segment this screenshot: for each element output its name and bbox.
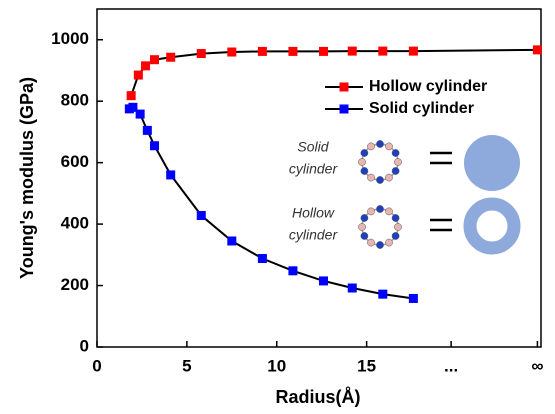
marker [128,102,138,112]
marker [347,283,357,293]
legend-marker [339,82,349,92]
marker [288,266,298,276]
marker [288,46,298,56]
marker [378,289,388,299]
marker [135,109,145,119]
marker [347,46,357,56]
annotation: Solid [297,139,329,155]
marker [126,91,136,101]
atom [391,167,400,175]
atom [385,238,393,247]
atom [391,214,400,222]
x-tick-label: ∞ [531,356,543,375]
atom [358,158,366,166]
x-tick-label: 0 [92,356,101,375]
marker [532,45,542,55]
atom [367,142,375,151]
marker [196,49,206,59]
atom [391,232,400,240]
x-tick-label: 5 [182,356,191,375]
atom [367,207,375,216]
atom [385,173,393,182]
atom [394,223,402,231]
marker [150,55,160,65]
y-axis-label: Young's modulus (GPa) [17,77,37,279]
legend-marker [339,104,349,114]
marker [141,61,151,71]
legend-label: Solid cylinder [369,100,474,117]
x-tick-label: ... [444,356,458,375]
marker [150,141,160,151]
marker [257,254,267,264]
atom [391,149,400,157]
y-tick-label: 200 [61,275,89,294]
y-tick-label: 600 [61,152,89,171]
legend-label: Hollow cylinder [369,78,487,95]
solid-ring [358,140,402,184]
marker [227,47,237,57]
x-axis-label: Radius(Å) [276,387,361,407]
atom [376,241,384,249]
inset-graphics [358,135,521,255]
atom [360,149,369,157]
atom [358,223,366,231]
marker [166,52,176,62]
atom [394,158,402,166]
marker [133,70,143,80]
annotation: cylinder [289,161,339,177]
marker [378,46,388,56]
series-line [128,106,414,300]
ring-bond [361,143,399,181]
atom [367,173,375,182]
hollow-ring [358,205,402,249]
marker [408,46,418,56]
atom [376,140,384,148]
y-tick-label: 400 [61,214,89,233]
plot-frame [96,8,542,348]
atom [360,214,369,222]
marker [227,236,237,246]
atom [360,167,369,175]
marker [408,293,418,303]
marker [318,276,328,286]
marker [196,210,206,220]
y-tick-label: 1000 [51,29,89,48]
marker [166,170,176,180]
marker [257,46,267,56]
ring-bond [361,208,399,246]
y-tick-label: 0 [80,336,89,355]
marker [318,46,328,56]
annotation: Hollow [292,205,335,221]
atom [367,238,375,247]
annotation: cylinder [289,227,339,243]
atom [376,205,384,213]
atom [360,232,369,240]
x-tick-label: 15 [357,356,376,375]
atom [376,176,384,184]
x-tick-label: 10 [267,356,286,375]
marker [142,125,152,135]
atom [385,207,393,216]
y-tick-label: 800 [61,91,89,110]
atom [385,142,393,151]
